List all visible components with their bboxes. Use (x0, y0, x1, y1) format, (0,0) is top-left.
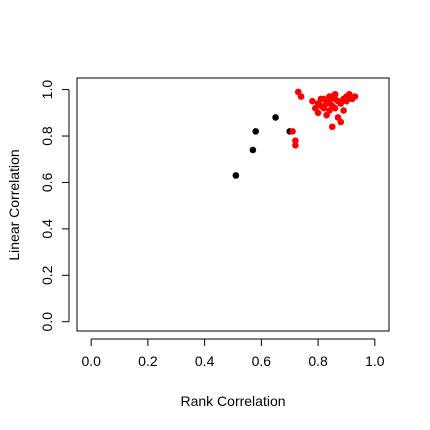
data-point-series-2 (328, 123, 336, 131)
data-point-series-2 (331, 90, 339, 98)
data-point-series-1 (249, 146, 257, 154)
data-point-series-2 (337, 118, 345, 126)
data-point-series-2 (317, 95, 325, 103)
x-tick-label: 0.6 (252, 353, 272, 369)
data-point-series-2 (343, 97, 350, 105)
x-axis: 0.0 0.2 0.4 0.6 0.8 1.0 (81, 338, 385, 369)
y-axis: 0.0 0.2 0.4 0.6 0.8 1.0 (39, 80, 70, 332)
data-point-series-2 (351, 93, 359, 100)
y-tick-label: 1.0 (39, 80, 55, 100)
x-tick-label: 0.2 (138, 353, 158, 369)
data-point-series-2 (297, 93, 305, 100)
y-tick-label: 0.2 (39, 265, 55, 285)
y-tick-label: 0.8 (39, 126, 55, 146)
data-point-series-2 (314, 109, 322, 117)
x-axis-title: Rank Correlation (180, 393, 285, 409)
data-point-series-2 (331, 104, 339, 112)
x-tick-label: 1.0 (365, 353, 385, 369)
y-axis-title: Linear Correlation (6, 149, 22, 260)
data-point-series-1 (272, 114, 279, 121)
plot-frame (76, 77, 390, 332)
data-point-series-1 (252, 128, 259, 135)
data-point-series-2 (326, 93, 333, 100)
y-tick-label: 0.0 (39, 312, 55, 332)
y-tick-label: 0.6 (39, 173, 55, 193)
data-point-series-2 (340, 107, 347, 114)
data-point-series-2 (292, 142, 299, 149)
data-points (232, 88, 359, 179)
x-tick-label: 0.8 (308, 353, 328, 369)
data-point-series-2 (292, 137, 299, 144)
data-point-series-2 (289, 128, 296, 135)
x-tick-label: 0.4 (195, 353, 215, 369)
x-tick-label: 0.0 (81, 353, 101, 369)
data-point-series-2 (309, 97, 316, 105)
data-point-series-1 (232, 172, 240, 179)
y-tick-label: 0.4 (39, 219, 55, 239)
